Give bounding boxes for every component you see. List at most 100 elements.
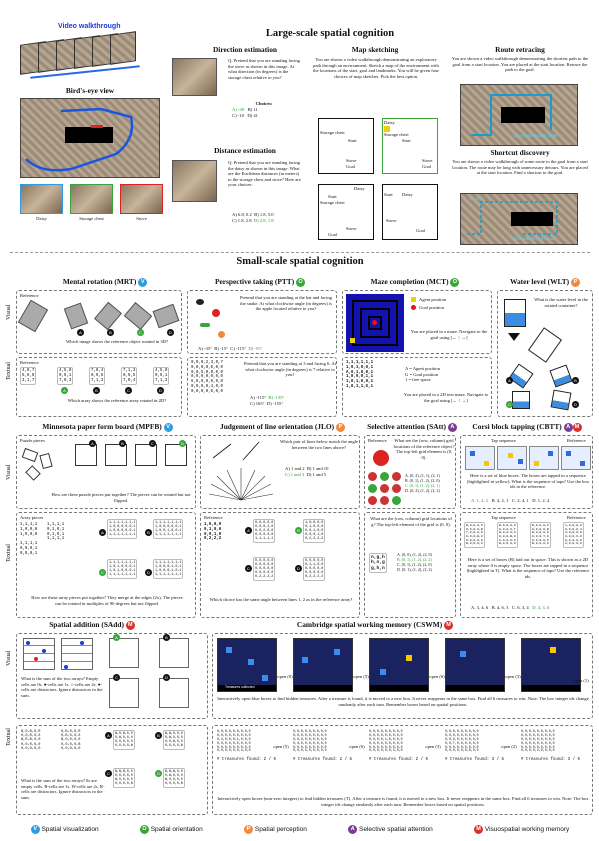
maze-image <box>346 294 404 352</box>
map-label-stove-3: Stove <box>346 226 357 231</box>
cswm-textual-note: Interactively open boxes (non-zero integ… <box>217 796 589 807</box>
mct-visual-panel: Agent position Goal position You are pla… <box>342 290 492 354</box>
wlt-question: What is the water level in the rotated c… <box>534 297 588 308</box>
cswm-open-3: open (6) <box>429 674 445 679</box>
cbtt-visual-question: Here is a set of blue boxes. The boxes a… <box>466 473 590 490</box>
satt-title: Selective attention (SAtt) A <box>362 422 462 432</box>
shortcut-overlay-2: video walkthrough route <box>511 236 556 241</box>
map-label-start-3: Start <box>328 194 337 199</box>
direction-question: Q: Pretend that you are standing facing … <box>228 58 300 80</box>
cbtt-reference-text: Reference <box>567 515 586 520</box>
legend-item-p: P Spatial perception <box>244 824 307 834</box>
cbtt-textual-panel: Tap sequence Reference B,0,0,0,0 0,0,0,0… <box>460 512 593 618</box>
jlo-reference: Reference <box>204 515 223 520</box>
mrt-title: Mental rotation (MRT) V <box>30 277 180 287</box>
badge-v-2: V <box>163 422 173 432</box>
mrt-textual-panel: Reference 4,0,7 5,9,0 3,1,7 4,5,0 0,9,1 … <box>16 357 182 417</box>
badge-o-2: O <box>450 277 460 287</box>
mct-legend-goal: Goal position <box>419 305 444 310</box>
shortcut-text: You are shown a video walkthrough of som… <box>452 159 588 176</box>
direction-title: Direction estimation <box>212 45 278 54</box>
mrt-array-c: 7,1,3 0,9,5 7,0,4 <box>121 367 138 386</box>
cbtt-tap-sequence: Tap sequence <box>491 438 516 443</box>
mpfb-visual-question: How are these puzzle pieces put together… <box>51 492 191 503</box>
legend-item-o: O Spatial orientation <box>139 824 203 834</box>
landmark-stove: Stove <box>136 216 147 221</box>
ptt-visual-panel: Pretend that you are standing at the bat… <box>187 290 337 354</box>
satt-text-choices: A. (0, 0), (1, 2), (2, 0) B. (0, 1), (1, … <box>397 552 432 572</box>
map-label-daisy-3: Daisy <box>354 186 365 191</box>
section-divider <box>10 252 590 253</box>
row-visual-1: Visual <box>6 304 12 320</box>
cswm-text-open-4: open (2) <box>501 744 517 749</box>
direction-choices-label: Choices: <box>255 101 273 106</box>
satt-visual-question: What are the (row, column) grid location… <box>393 438 455 460</box>
badge-a: A <box>447 422 457 432</box>
sadd-title: Spatial addition (SAdd) M <box>22 620 162 630</box>
cswm-text-open-3: open (3) <box>425 744 441 749</box>
map-label-goal-3: Goal <box>328 232 337 237</box>
sadd-visual-question: What is the sum of the two arrays? Empty… <box>21 676 103 698</box>
cswm-textual-panel: 0,0,0,0,0,0,0,0,0 0,0,0,0,0,0,0,0,0 0,3,… <box>212 725 593 815</box>
distance-title: Distance estimation <box>214 146 276 155</box>
badge-o: O <box>296 277 306 287</box>
map-label-goal-2: Goal <box>422 164 431 169</box>
map-label-storage-3: Storage chest <box>320 200 345 205</box>
sadd-textual-panel: B,0,B,0,R 0,0,R,0,0 W,R,B,0,0 0,0,R,0,0 … <box>16 725 208 815</box>
direction-choices: A) -49 B) 11 C) -10 D) 41 <box>232 107 258 118</box>
cswm-found-2: # treasures found: 2 / 6 <box>293 758 352 762</box>
shortcut-title: Shortcut discovery <box>490 148 550 157</box>
satt-choices: A. (0, 2), (1, 1), (2, 1) B. (0, 1), (1, … <box>405 473 440 493</box>
mpfb-textual-question: How are these array pieces put together?… <box>31 595 183 606</box>
cswm-found-5: # treasures found: 3 / 6 <box>521 758 580 762</box>
map-label-start-4: Start <box>384 192 393 197</box>
cswm-visual-panel: Treasures collected open (0) open (5) op… <box>212 633 593 719</box>
map-label-daisy-4: Daisy <box>402 192 413 197</box>
cswm-open-1: open (0) <box>277 674 293 679</box>
mpfb-array-pieces: Array pieces <box>20 515 44 520</box>
cbtt-reference: Reference <box>567 438 586 443</box>
shortcut-map: shortcut video walkthrough route <box>460 193 578 245</box>
badge-p-2: P <box>336 422 345 432</box>
satt-reference: Reference <box>368 438 387 443</box>
row-textual-2: Textual <box>6 544 12 562</box>
map-label-stove-4: Stove <box>386 218 397 223</box>
map-label-start-2: Start <box>402 138 411 143</box>
jlo-textual-panel: Reference 1,0,0,0 0,1,0,0 0,0,1,0 0,2,2,… <box>200 512 360 618</box>
ptt-grid: 0,0,0,2,3,0,7 0,0,0,0,0,0,0 0,0,5,0,0,0,… <box>191 361 223 394</box>
daisy-photo <box>20 184 63 214</box>
cswm-found-4: # treasures found: 3 / 6 <box>445 758 504 762</box>
map-label-stove-2: Stove <box>422 158 433 163</box>
route-text: You are shown a video walkthrough demons… <box>451 56 589 73</box>
map-choices: Storage chest Start Stove Goal Daisy Sta… <box>318 118 442 244</box>
satt-visual-panel: Reference What are the (row, column) gri… <box>364 435 456 509</box>
map-label-storage: Storage chest <box>320 130 345 135</box>
legend-item-m: M Visuospatial working memory <box>474 824 569 834</box>
shortcut-overlay-1: shortcut <box>469 196 484 201</box>
mpfb-title: Minnesota paper form board (MPFB) V <box>20 422 195 432</box>
map-label-storage-2: Storage chest <box>384 132 409 137</box>
large-scale-title: Large-scale spatial cognition <box>265 28 395 39</box>
map-label-goal-4: Goal <box>416 228 425 233</box>
small-scale-title: Small-scale spatial cognition <box>236 256 364 267</box>
badge-m-3: M <box>444 620 454 630</box>
route-map: video walkthrough route <box>460 84 578 146</box>
jlo-title: Judgement of line orientation (JLO) P <box>200 422 365 432</box>
cbtt-textual-question: Here is a set of boxes (B) laid out in s… <box>466 557 590 579</box>
jlo-choices: A) 1 and 2 B) 1 and 10 C) 1 and 3 D) 1 a… <box>285 466 329 477</box>
mrt-reference-text: Reference <box>20 360 39 365</box>
direction-photo <box>172 58 217 96</box>
ptt-textual-panel: 0,0,0,2,3,0,7 0,0,0,0,0,0,0 0,0,5,0,0,0,… <box>187 357 337 417</box>
cswm-open-5: open (1) <box>573 678 589 683</box>
mrt-array-a: 4,5,0 0,9,1 7,0,3 <box>57 367 74 386</box>
jlo-visual-panel: Which pair of lines below match the angl… <box>200 435 360 509</box>
birds-eye-map <box>20 98 160 178</box>
mrt-array-b: 7,0,4 0,9,5 7,1,3 <box>89 367 106 386</box>
row-visual-3: Visual <box>6 650 12 666</box>
mrt-textual-question: Which array shows the reference array ro… <box>67 398 167 403</box>
cswm-title: Cambridge spatial working memory (CSWM) … <box>250 620 500 630</box>
satt-textual-question: What are the (row, column) grid location… <box>370 516 452 527</box>
legend: V Spatial visualization O Spatial orient… <box>10 822 590 836</box>
